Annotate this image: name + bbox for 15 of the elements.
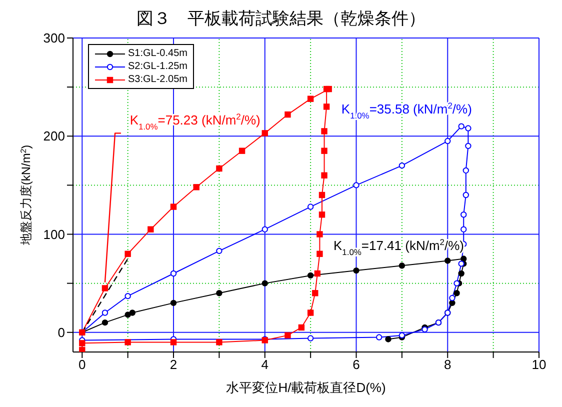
x-tick-label: 4 bbox=[261, 357, 268, 372]
legend-label: S1:GL-0.45m bbox=[128, 48, 188, 59]
x-tick-label: 6 bbox=[352, 357, 360, 372]
legend-label: S3:GL-2.05m bbox=[128, 74, 188, 85]
x-tick-label: 2 bbox=[170, 357, 178, 372]
y-tick-label: 300 bbox=[43, 30, 65, 46]
x-tick-label: 0 bbox=[78, 357, 86, 372]
y-tick-label: 0 bbox=[58, 324, 65, 340]
chart-title: 図３ 平板載荷試験結果（乾燥条件） bbox=[136, 8, 426, 30]
x-tick-label: 8 bbox=[444, 357, 452, 372]
y-tick-label: 200 bbox=[43, 128, 65, 144]
legend-label: S2:GL-1.25m bbox=[128, 61, 188, 72]
x-tick-label: 10 bbox=[532, 357, 546, 372]
x-axis-title: 水平変位H/載荷板直径D(%) bbox=[226, 380, 386, 395]
y-tick-label: 100 bbox=[43, 226, 65, 242]
